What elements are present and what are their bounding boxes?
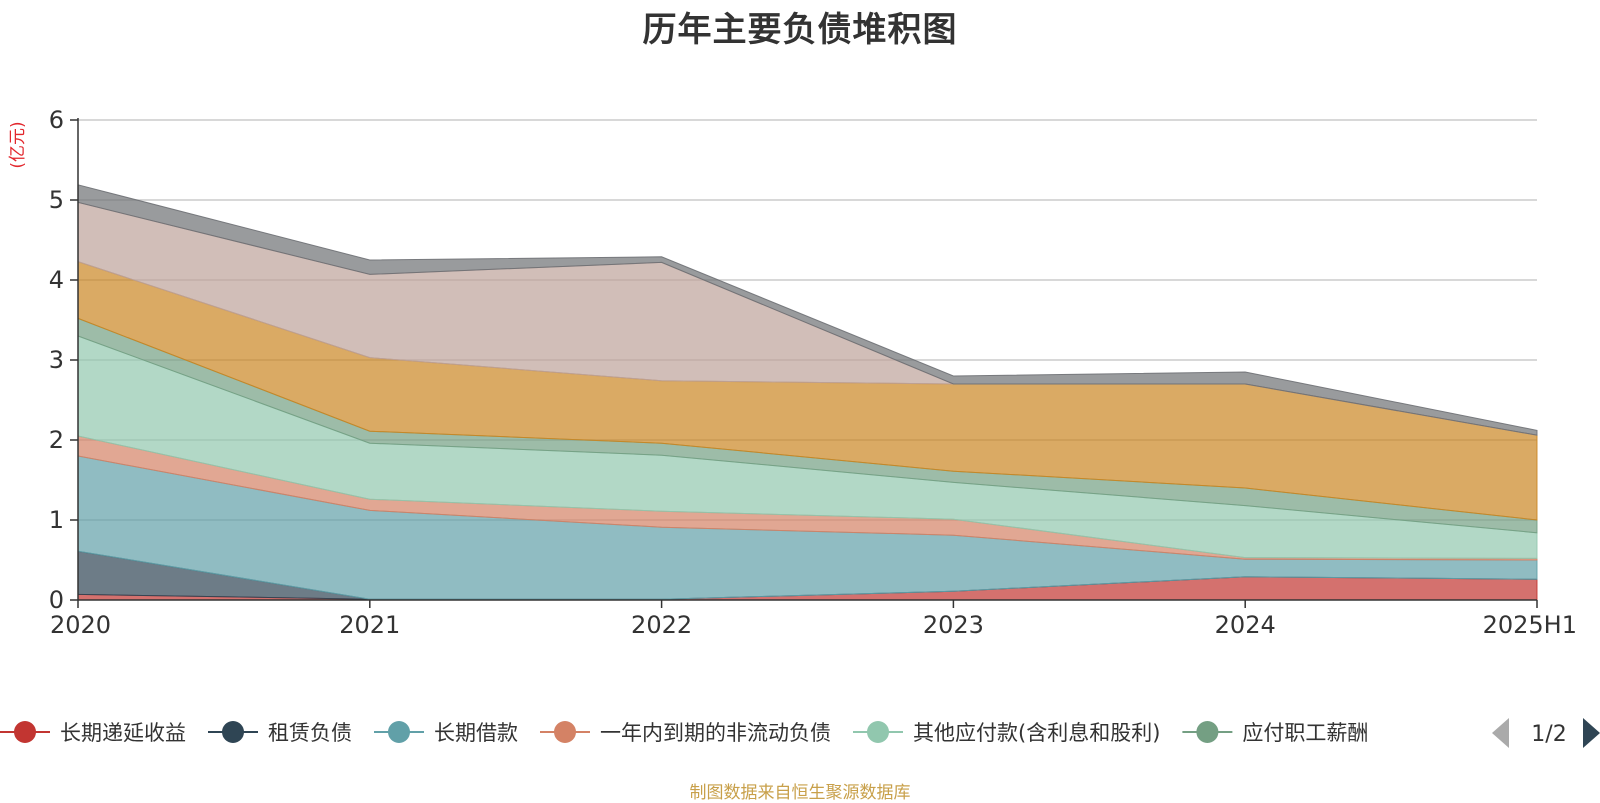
x-tick-label: 2022 [631,611,692,639]
legend-circle-icon [14,721,36,743]
x-tick-label: 2023 [923,611,984,639]
legend-circle-icon [1196,721,1219,743]
y-tick-label: 0 [49,586,64,614]
legend-label: 租赁负债 [268,721,352,745]
legend-label: 应付职工薪酬 [1242,721,1368,745]
y-tick-label: 1 [49,506,64,534]
x-tick-label: 2021 [339,611,400,639]
axes: 0 1 2 3 4 5 6 2020 2021 2022 2023 2024 2025H1 [49,106,1577,639]
legend-item[interactable]: 租赁负债 [208,721,352,745]
y-tick-label: 5 [49,186,64,214]
chart-title: 历年主要负债堆积图 [642,10,958,50]
y-tick-label: 3 [49,346,64,374]
legend-label: 一年内到期的非流动负债 [600,721,831,745]
area-series-8[interactable] [77,184,1538,436]
legend-prev-page-icon[interactable] [1492,718,1509,748]
y-tick-label: 6 [49,106,64,134]
legend-item[interactable]: 长期递延收益 [0,721,186,745]
legend-circle-icon [554,721,576,743]
y-tick-label: 2 [49,426,64,454]
legend-label: 长期递延收益 [60,721,186,745]
area-series [77,184,1538,601]
legend-label: 其他应付款(含利息和股利) [913,721,1160,745]
legend-item[interactable]: 一年内到期的非流动负债 [540,721,831,745]
x-tick-label: 2025H1 [1483,611,1577,639]
legend-item[interactable]: 其他应付款(含利息和股利) [853,721,1160,745]
x-tick-label: 2024 [1215,611,1276,639]
legend-item[interactable]: 应付职工薪酬 [1182,721,1368,745]
legend-item[interactable]: 长期借款 [374,721,518,745]
data-source-note: 制图数据来自恒生聚源数据库 [689,783,911,803]
legend-pager: 1/2 [1492,718,1600,748]
y-axis-unit-label: (亿元) [8,121,28,168]
legend-circle-icon [222,721,244,743]
legend: 长期递延收益 租赁负债 长期借款 一年内到期的非流动负债 其他应付款(含利息和股利) 应付… [0,721,1368,745]
legend-next-page-icon[interactable] [1583,718,1600,748]
legend-label: 长期借款 [434,721,518,745]
x-tick-label: 2020 [50,611,111,639]
legend-page-indicator: 1/2 [1531,722,1566,747]
legend-circle-icon [867,721,889,743]
y-tick-label: 4 [49,266,64,294]
legend-circle-icon [388,721,410,743]
